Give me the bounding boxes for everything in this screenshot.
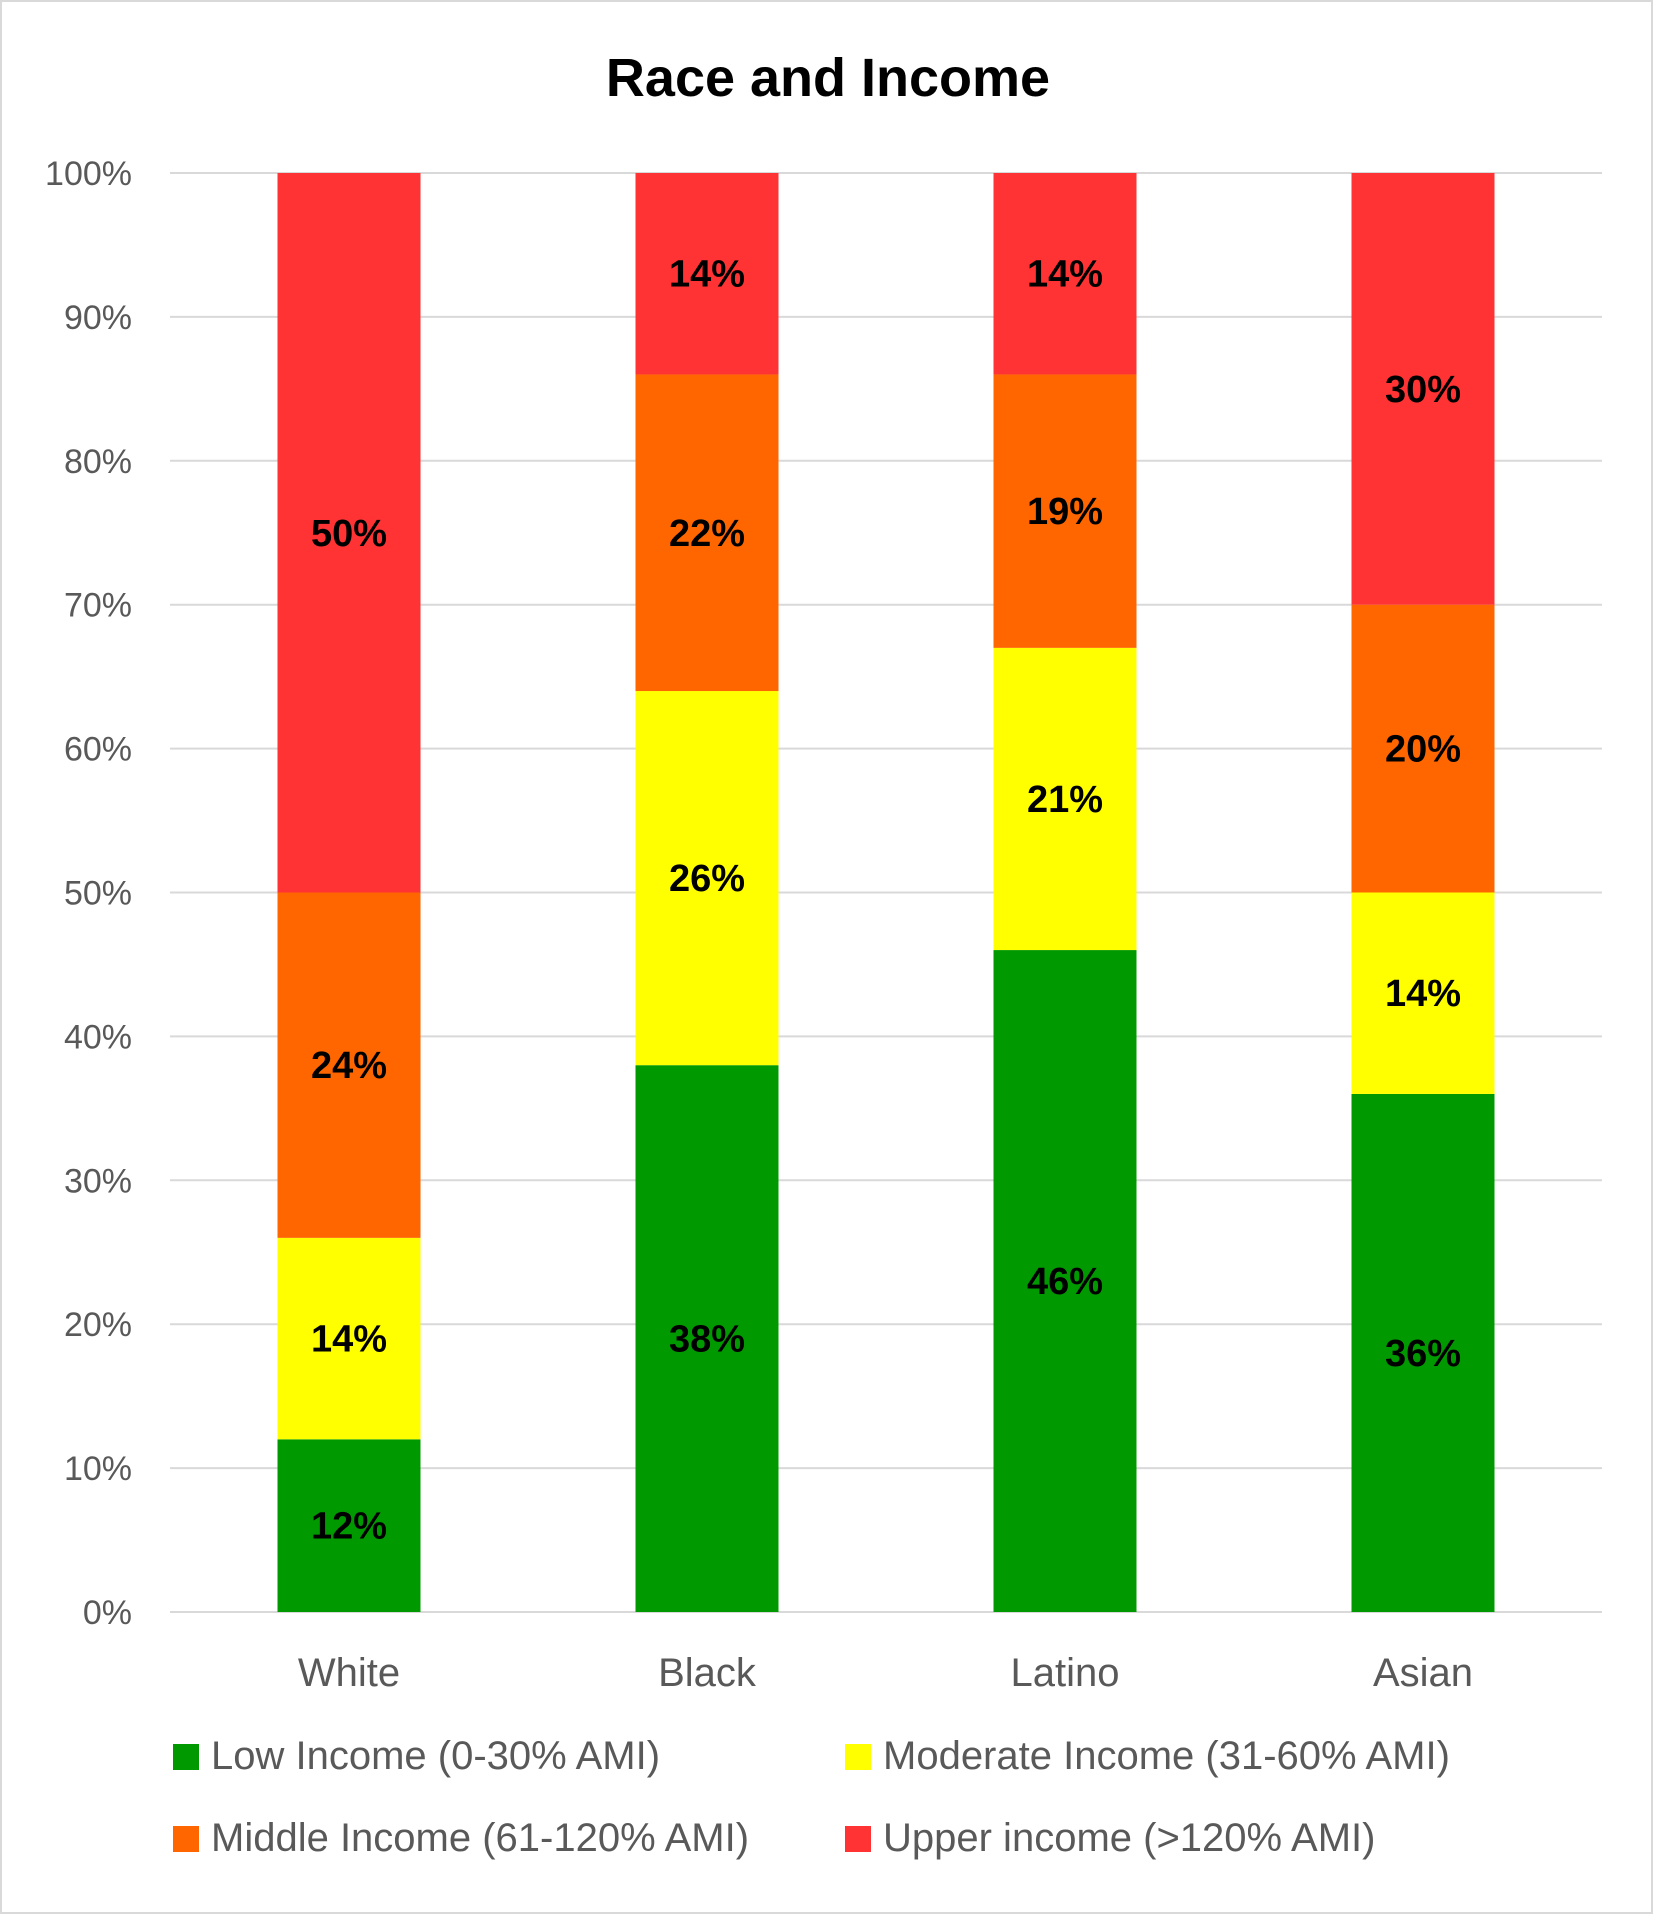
bars — [277, 173, 1495, 1612]
legend-item: Middle Income (61-120% AMI) — [173, 1816, 749, 1860]
bar-segment — [1351, 173, 1495, 605]
legend: Low Income (0-30% AMI) Moderate Income (3… — [173, 1734, 1450, 1860]
data-label: 12% — [311, 1506, 387, 1548]
x-category-label: Asian — [1373, 1651, 1473, 1695]
legend-label: Low Income (0-30% AMI) — [211, 1734, 660, 1778]
chart-title: Race and Income — [606, 48, 1050, 108]
legend-swatch — [173, 1744, 199, 1770]
data-label: 21% — [1027, 779, 1103, 821]
bar-segment — [635, 374, 779, 692]
y-tick-label: 50% — [64, 875, 132, 913]
data-label: 24% — [311, 1045, 387, 1087]
y-tick-label: 90% — [64, 299, 132, 337]
bar-segment — [635, 691, 779, 1066]
data-label: 50% — [311, 513, 387, 555]
data-label: 14% — [311, 1319, 387, 1361]
y-tick-label: 40% — [64, 1018, 132, 1056]
legend-label: Moderate Income (31-60% AMI) — [883, 1734, 1450, 1778]
data-label: 22% — [669, 513, 745, 555]
data-labels: 12% 14% 24% 50% 38% 26% 22% 14% 46% 21% 19% 14% 36% 1… — [311, 254, 1461, 1548]
x-category-label: White — [298, 1651, 400, 1695]
data-label: 20% — [1385, 729, 1461, 771]
data-label: 19% — [1027, 491, 1103, 533]
data-label: 30% — [1385, 369, 1461, 411]
y-tick-label: 70% — [64, 587, 132, 625]
x-axis-categories: White Black Latino Asian — [298, 1651, 1473, 1695]
bar-segment — [993, 647, 1137, 951]
y-tick-label: 60% — [64, 731, 132, 769]
legend-swatch — [845, 1744, 871, 1770]
y-tick-label: 100% — [45, 155, 132, 193]
y-tick-label: 20% — [64, 1306, 132, 1344]
bar-segment — [277, 1439, 421, 1612]
bar-segment — [277, 892, 421, 1238]
legend-label: Middle Income (61-120% AMI) — [211, 1816, 749, 1860]
bar-segment — [1351, 604, 1495, 893]
y-tick-label: 80% — [64, 443, 132, 481]
data-label: 36% — [1385, 1333, 1461, 1375]
y-axis-ticks: 0% 10% 20% 30% 40% 50% 60% 70% 80% 90% 100% — [45, 155, 132, 1632]
data-label: 14% — [669, 254, 745, 296]
bar-segment — [277, 173, 421, 893]
y-tick-label: 0% — [83, 1594, 132, 1632]
x-category-label: Latino — [1011, 1651, 1120, 1695]
data-label: 14% — [1027, 254, 1103, 296]
bar-segment — [635, 173, 779, 375]
data-label: 46% — [1027, 1261, 1103, 1303]
data-label: 14% — [1385, 973, 1461, 1015]
legend-item: Low Income (0-30% AMI) — [173, 1734, 660, 1778]
bar-segment — [993, 173, 1137, 375]
bar-segment — [1351, 892, 1495, 1094]
legend-item: Upper income (>120% AMI) — [845, 1816, 1375, 1860]
legend-swatch — [173, 1826, 199, 1852]
bar-segment — [993, 374, 1137, 648]
y-tick-label: 10% — [64, 1450, 132, 1488]
bar-segment — [635, 1065, 779, 1612]
data-label: 38% — [669, 1319, 745, 1361]
data-label: 26% — [669, 858, 745, 900]
x-category-label: Black — [658, 1651, 757, 1695]
legend-label: Upper income (>120% AMI) — [883, 1816, 1375, 1860]
bar-segment — [993, 950, 1137, 1612]
y-tick-label: 30% — [64, 1162, 132, 1200]
legend-item: Moderate Income (31-60% AMI) — [845, 1734, 1450, 1778]
legend-swatch — [845, 1826, 871, 1852]
bar-segment — [277, 1237, 421, 1440]
bar-segment — [1351, 1093, 1495, 1612]
